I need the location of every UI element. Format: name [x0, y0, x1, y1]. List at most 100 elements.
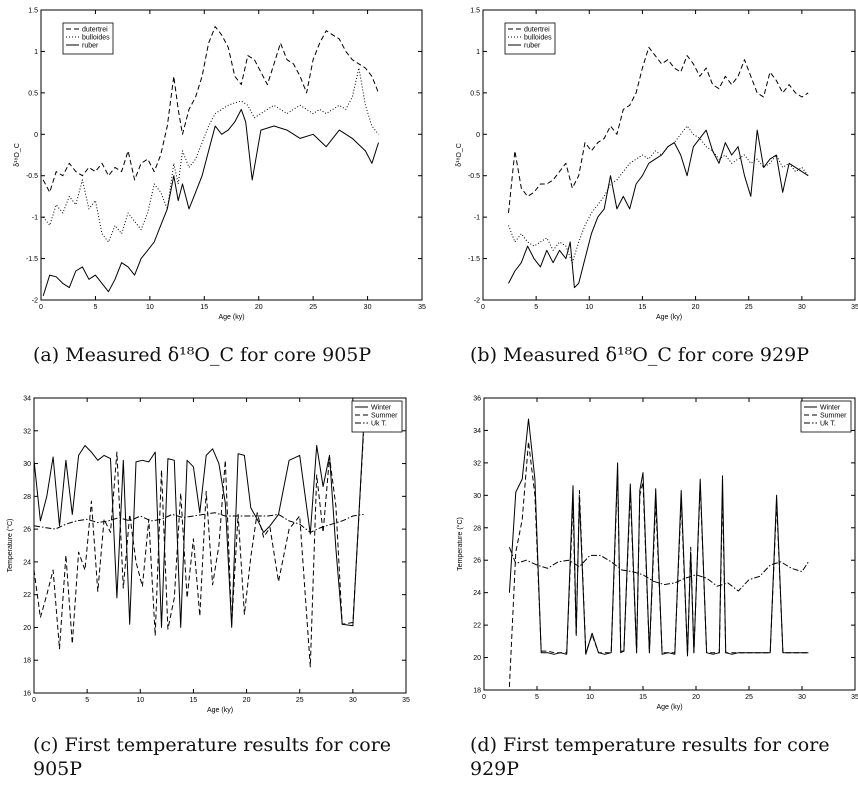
x-tick-label: 30 [364, 304, 372, 311]
x-tick-label: 25 [309, 304, 317, 311]
plot-frame [40, 9, 423, 301]
series-line-ruber [42, 108, 379, 297]
x-tick-label: 30 [798, 304, 806, 311]
x-tick-label: 10 [586, 694, 594, 701]
y-tick-label: 28 [473, 525, 481, 532]
chart-panel-a: 0 5 10 15 20 25 30 35 -2 -1.5 -1 -0.5 0 0.5 1 1.5 Age (k… [0, 0, 429, 330]
y-axis-label: Temperature (°C) [456, 517, 464, 571]
series-line-bulloides [42, 67, 379, 243]
x-tick-label: 35 [851, 304, 858, 311]
chart-panel-c: 0 5 10 15 20 25 30 35 16 18 20 22 24 26 28 30 32 34 Age (k… [0, 390, 429, 720]
caption-c-text: (c) First temperature results for core 9… [33, 734, 392, 780]
y-tick-label: 18 [23, 658, 31, 665]
caption-b: (b) Measured δ¹⁸O_C for core 929P [470, 343, 850, 367]
y-tick-label: 0.5 [28, 90, 38, 97]
y-tick-label: 26 [23, 527, 31, 534]
y-tick-label: 22 [473, 623, 481, 630]
series-line-uk-t- [508, 547, 809, 592]
legend-box [800, 400, 852, 433]
legend-label: dutertrei [82, 27, 108, 34]
plot-frame [483, 397, 856, 691]
series-line-ruber [508, 129, 809, 289]
x-tick-label: 20 [243, 697, 251, 704]
y-tick-label: -2 [32, 298, 38, 305]
y-tick-label: -1 [474, 215, 480, 222]
y-tick-label: 0 [476, 132, 480, 139]
x-tick-label: 0 [39, 304, 43, 311]
series-line-winter [508, 418, 809, 657]
series-line-dutertrei [508, 46, 809, 214]
y-tick-label: 16 [23, 691, 31, 698]
legend-label: Summer [371, 413, 398, 420]
legend-label: dutertrei [524, 27, 550, 34]
chart-panel-b: 0 5 10 15 20 25 30 35 -2 -1.5 -1 -0.5 0 0.5 1 1.5 Age (k… [429, 0, 858, 330]
y-tick-label: -1.5 [468, 256, 480, 263]
series-line-dutertrei [42, 26, 379, 193]
legend-label: Uk T. [371, 421, 387, 428]
x-tick-label: 10 [136, 697, 144, 704]
legend-box [62, 22, 114, 55]
y-tick-label: 1 [34, 49, 38, 56]
x-tick-label: 30 [798, 694, 806, 701]
series-line-summer [33, 434, 364, 668]
x-tick-label: 25 [296, 697, 304, 704]
y-tick-label: -2 [474, 298, 480, 305]
chart-b-svg: 0 5 10 15 20 25 30 35 -2 -1.5 -1 -0.5 0 0.5 1 1.5 Age (k… [456, 8, 858, 322]
x-tick-label: 35 [418, 304, 426, 311]
caption-d: (d) First temperature results for core 9… [470, 733, 850, 781]
y-tick-label: 18 [473, 688, 481, 695]
x-axis-label: Age (ky) [656, 704, 682, 711]
caption-a-text: (a) Measured δ¹⁸O_C for core 905P [33, 344, 372, 366]
y-tick-label: 30 [23, 461, 31, 468]
chart-c-svg: 0 5 10 15 20 25 30 35 16 18 20 22 24 26 28 30 32 34 Age (k… [6, 396, 410, 715]
y-tick-label: -1 [32, 215, 38, 222]
x-tick-label: 0 [32, 697, 36, 704]
y-tick-label: 0.5 [470, 90, 480, 97]
legend-label: Winter [820, 405, 841, 412]
legend-label: Uk T. [820, 421, 836, 428]
legend-label: Summer [820, 413, 847, 420]
x-tick-label: 15 [200, 304, 208, 311]
legend-box [504, 22, 556, 55]
x-tick-label: 0 [482, 694, 486, 701]
y-tick-label: 24 [473, 590, 481, 597]
y-tick-label: 20 [473, 655, 481, 662]
x-tick-label: 10 [146, 304, 154, 311]
legend-label: ruber [524, 43, 541, 50]
y-tick-label: -1.5 [26, 256, 38, 263]
caption-d-text: (d) First temperature results for core 9… [470, 734, 830, 780]
x-tick-label: 15 [639, 304, 647, 311]
x-tick-label: 5 [535, 694, 539, 701]
x-tick-label: 5 [93, 304, 97, 311]
y-tick-label: 34 [23, 396, 31, 403]
y-axis-label: δ¹⁸O_C [456, 143, 463, 167]
y-tick-label: 28 [23, 494, 31, 501]
caption-b-text: (b) Measured δ¹⁸O_C for core 929P [470, 344, 809, 366]
chart-d-svg: 0 5 10 15 20 25 30 35 18 20 22 24 26 28 30 32 34 36 Age (k… [456, 396, 858, 712]
legend-label: bulloides [82, 35, 110, 42]
legend-label: bulloides [524, 35, 552, 42]
x-tick-label: 35 [851, 694, 858, 701]
x-axis-label: Age (ky) [207, 707, 233, 714]
x-tick-label: 25 [745, 304, 753, 311]
y-tick-label: 30 [473, 493, 481, 500]
y-tick-label: 22 [23, 592, 31, 599]
x-axis-label: Age (ky) [656, 314, 682, 321]
x-tick-label: 35 [402, 697, 410, 704]
x-tick-label: 20 [255, 304, 263, 311]
y-tick-label: 1 [476, 49, 480, 56]
chart-panel-d: 0 5 10 15 20 25 30 35 18 20 22 24 26 28 30 32 34 36 Age (k… [429, 390, 858, 720]
x-tick-label: 25 [745, 694, 753, 701]
series-line-bulloides [508, 125, 809, 264]
y-tick-label: 20 [23, 625, 31, 632]
y-tick-label: 0 [34, 132, 38, 139]
y-tick-label: 1.5 [470, 8, 480, 15]
y-tick-label: 32 [23, 428, 31, 435]
x-tick-label: 15 [190, 697, 198, 704]
x-axis-label: Age (ky) [218, 314, 244, 321]
series-line-uk-t- [33, 512, 364, 533]
x-tick-label: 20 [692, 694, 700, 701]
legend-label: ruber [82, 43, 99, 50]
legend-box [351, 400, 403, 433]
y-tick-label: -0.5 [468, 173, 480, 180]
